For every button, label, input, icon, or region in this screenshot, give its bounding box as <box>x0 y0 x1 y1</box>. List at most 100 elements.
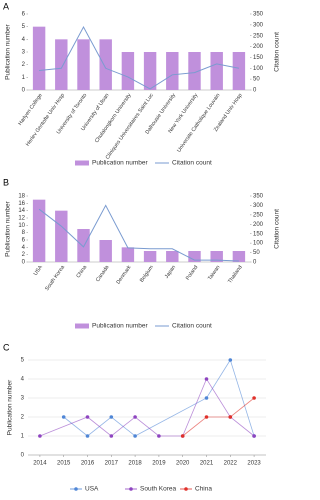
x-tick-label: Belgium <box>139 264 155 284</box>
y2-tick-label: 350 <box>253 194 264 200</box>
y-axis-label: Publication number <box>5 200 12 256</box>
x-tick-label: 2014 <box>33 461 47 467</box>
y2-tick-label: 200 <box>253 222 264 228</box>
y2-tick-label: 250 <box>253 33 264 39</box>
bar <box>143 251 157 262</box>
y-tick-label: 10 <box>18 223 25 229</box>
bar <box>77 39 90 90</box>
y-tick-label: 6 <box>22 12 26 18</box>
bar <box>143 52 157 90</box>
bar <box>121 52 135 90</box>
legend-label: Publication number <box>92 323 148 330</box>
y-tick-label: 2 <box>22 62 26 68</box>
legend-swatch <box>75 323 89 329</box>
x-tick-label: Japan <box>164 264 177 279</box>
legend-label: South Korea <box>140 486 177 493</box>
point <box>204 377 209 381</box>
y-tick-label: 1 <box>21 434 25 440</box>
point <box>85 434 90 438</box>
point <box>180 434 185 438</box>
x-tick-label: Herlev Gentofte Univ Hosp <box>25 92 66 147</box>
x-tick-label: South Korea <box>44 264 66 292</box>
y-tick-label: 4 <box>22 37 26 43</box>
y-tick-label: 5 <box>22 24 26 30</box>
x-tick-label: Canada <box>95 264 111 283</box>
y2-tick-label: 100 <box>253 66 264 72</box>
figure: A0123456050100150200250300350Publication… <box>3 1 281 493</box>
y-tick-label: 16 <box>18 201 25 207</box>
y2-tick-label: 50 <box>253 250 260 256</box>
bar <box>210 52 223 90</box>
y-tick-label: 0 <box>22 88 26 94</box>
point <box>204 415 209 419</box>
x-tick-label: 2020 <box>176 461 190 467</box>
point <box>204 396 209 400</box>
bar <box>99 240 112 262</box>
y-tick-label: 2 <box>21 415 25 421</box>
bar <box>232 52 246 90</box>
x-tick-label: USA <box>33 264 44 277</box>
y2-tick-label: 200 <box>253 44 264 50</box>
point <box>252 434 256 438</box>
y-tick-label: 1 <box>22 75 26 81</box>
y-tick-label: 6 <box>22 238 26 244</box>
series-line <box>182 397 255 437</box>
bar <box>121 247 135 262</box>
x-tick-label: 2019 <box>152 461 166 467</box>
x-tick-label: Poland <box>185 264 199 281</box>
y2-axis-label: Citation count <box>274 209 281 249</box>
legend-label: Citation count <box>172 323 212 330</box>
x-tick-label: 2021 <box>200 461 214 467</box>
y2-tick-label: 250 <box>253 212 264 218</box>
legend-label: Publication number <box>92 160 148 167</box>
y2-tick-label: 150 <box>253 55 264 61</box>
x-tick-label: Thailand <box>227 264 244 284</box>
x-tick-label: 2018 <box>128 461 142 467</box>
panel-label: A <box>3 1 9 11</box>
point <box>109 415 114 419</box>
bar <box>232 251 246 262</box>
y-tick-label: 12 <box>18 216 25 222</box>
bar <box>55 39 68 90</box>
legend-swatch <box>75 160 89 166</box>
point <box>133 434 137 438</box>
legend-label: China <box>195 486 212 493</box>
citation-line <box>38 204 239 262</box>
y-tick-label: 0 <box>21 453 25 459</box>
y-axis-label: Publication number <box>5 23 12 79</box>
y-tick-label: 4 <box>22 245 26 251</box>
y2-tick-label: 50 <box>253 77 260 83</box>
legend-marker <box>74 487 78 491</box>
y-tick-label: 0 <box>22 260 26 266</box>
y2-tick-label: 0 <box>253 88 257 94</box>
x-tick-label: 2017 <box>105 461 119 467</box>
legend-marker <box>184 487 188 491</box>
x-tick-label: 2015 <box>57 461 71 467</box>
y2-tick-label: 350 <box>253 12 264 18</box>
y-tick-label: 3 <box>22 50 26 56</box>
bar <box>55 210 68 262</box>
x-tick-label: China <box>75 264 88 279</box>
y2-tick-label: 150 <box>253 231 264 237</box>
series-line <box>39 378 255 437</box>
point <box>228 415 233 419</box>
x-tick-label: 2022 <box>224 461 238 467</box>
bar <box>99 39 112 90</box>
x-tick-label: Universite Catholique Louvain <box>176 92 221 153</box>
y-tick-label: 4 <box>21 377 25 383</box>
bar <box>77 229 90 262</box>
y2-tick-label: 300 <box>253 203 264 209</box>
panel-label: B <box>3 177 9 187</box>
bar <box>210 251 223 262</box>
point <box>85 415 90 419</box>
point <box>133 415 137 419</box>
point <box>109 434 114 438</box>
point <box>157 434 161 438</box>
legend-label: USA <box>85 486 99 493</box>
x-tick-label: Taiwan <box>207 264 221 281</box>
citation-line <box>39 25 239 90</box>
x-tick-label: 2023 <box>247 461 261 467</box>
y-axis-label: Publication number <box>7 379 14 435</box>
y-tick-label: 14 <box>18 208 25 214</box>
point <box>61 415 66 419</box>
